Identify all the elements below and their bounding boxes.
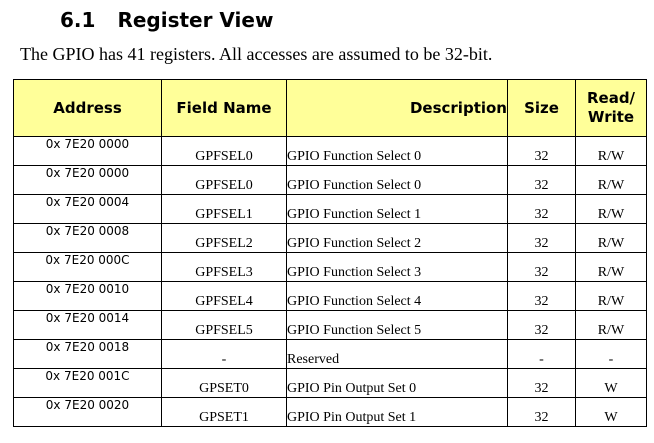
table-row: 0x 7E20 0000 GPFSEL0 GPIO Function Select … xyxy=(13,136,647,166)
field-name-cell: GPFSEL4 xyxy=(161,281,287,311)
register-table: Address Field Name Description Size Read… xyxy=(13,79,647,427)
address-cell: 0x 7E20 0020 xyxy=(13,397,162,427)
read-write-cell: W xyxy=(575,368,647,398)
header-read-write: Read/ Write xyxy=(575,79,647,137)
table-row: 0x 7E20 000C GPFSEL3 GPIO Function Select … xyxy=(13,252,647,282)
field-name-cell: GPSET1 xyxy=(161,397,287,427)
read-write-cell: R/W xyxy=(575,165,647,195)
description-cell: GPIO Function Select 2 xyxy=(286,223,508,253)
description-cell: GPIO Function Select 3 xyxy=(286,252,508,282)
size-cell: 32 xyxy=(507,397,576,427)
field-name-cell: GPFSEL2 xyxy=(161,223,287,253)
intro-paragraph: The GPIO has 41 registers. All accesses … xyxy=(20,44,493,64)
description-cell: GPIO Function Select 1 xyxy=(286,194,508,224)
section-title: Register View xyxy=(117,8,274,32)
address-cell: 0x 7E20 0010 xyxy=(13,281,162,311)
size-cell: 32 xyxy=(507,281,576,311)
section-number: 6.1 xyxy=(60,8,96,32)
read-write-cell: R/W xyxy=(575,223,647,253)
address-cell: 0x 7E20 0018 xyxy=(13,339,162,369)
address-cell: 0x 7E20 0000 xyxy=(13,136,162,166)
table-row: 0x 7E20 0014 GPFSEL5 GPIO Function Select … xyxy=(13,310,647,340)
size-cell: 32 xyxy=(507,310,576,340)
description-cell: Reserved xyxy=(286,339,508,369)
size-cell: - xyxy=(507,339,576,369)
field-name-cell: GPFSEL0 xyxy=(161,165,287,195)
table-row: 0x 7E20 0008 GPFSEL2 GPIO Function Select … xyxy=(13,223,647,253)
field-name-cell: - xyxy=(161,339,287,369)
field-name-cell: GPSET0 xyxy=(161,368,287,398)
address-cell: 0x 7E20 0004 xyxy=(13,194,162,224)
table-row: 0x 7E20 0010 GPFSEL4 GPIO Function Select … xyxy=(13,281,647,311)
description-cell: GPIO Pin Output Set 0 xyxy=(286,368,508,398)
read-write-cell: W xyxy=(575,397,647,427)
description-cell: GPIO Function Select 5 xyxy=(286,310,508,340)
table-row: 0x 7E20 0000 GPFSEL0 GPIO Function Select … xyxy=(13,165,647,195)
read-write-cell: R/W xyxy=(575,136,647,166)
header-size: Size xyxy=(507,79,576,137)
address-cell: 0x 7E20 0000 xyxy=(13,165,162,195)
address-cell: 0x 7E20 0008 xyxy=(13,223,162,253)
description-cell: GPIO Pin Output Set 1 xyxy=(286,397,508,427)
description-cell: GPIO Function Select 0 xyxy=(286,136,508,166)
field-name-cell: GPFSEL1 xyxy=(161,194,287,224)
read-write-cell: R/W xyxy=(575,281,647,311)
size-cell: 32 xyxy=(507,368,576,398)
header-address: Address xyxy=(13,79,162,137)
size-cell: 32 xyxy=(507,252,576,282)
table-row: 0x 7E20 0018- Reserved - - xyxy=(13,339,647,369)
field-name-cell: GPFSEL3 xyxy=(161,252,287,282)
table-header-row: Address Field Name Description Size Read… xyxy=(13,79,647,137)
size-cell: 32 xyxy=(507,136,576,166)
read-write-cell: R/W xyxy=(575,194,647,224)
field-name-cell: GPFSEL5 xyxy=(161,310,287,340)
read-write-cell: - xyxy=(575,339,647,369)
read-write-cell: R/W xyxy=(575,310,647,340)
header-read-write-line2: Write xyxy=(587,108,635,126)
address-cell: 0x 7E20 001C xyxy=(13,368,162,398)
section-heading: 6.1 Register View xyxy=(60,8,273,32)
address-cell: 0x 7E20 000C xyxy=(13,252,162,282)
field-name-cell: GPFSEL0 xyxy=(161,136,287,166)
size-cell: 32 xyxy=(507,194,576,224)
description-cell: GPIO Function Select 4 xyxy=(286,281,508,311)
header-field-name: Field Name xyxy=(161,79,287,137)
read-write-cell: R/W xyxy=(575,252,647,282)
address-cell: 0x 7E20 0014 xyxy=(13,310,162,340)
header-read-write-line1: Read/ xyxy=(586,89,636,107)
header-description: Description xyxy=(286,79,508,137)
table-row: 0x 7E20 0004 GPFSEL1 GPIO Function Select … xyxy=(13,194,647,224)
description-cell: GPIO Function Select 0 xyxy=(286,165,508,195)
size-cell: 32 xyxy=(507,165,576,195)
size-cell: 32 xyxy=(507,223,576,253)
